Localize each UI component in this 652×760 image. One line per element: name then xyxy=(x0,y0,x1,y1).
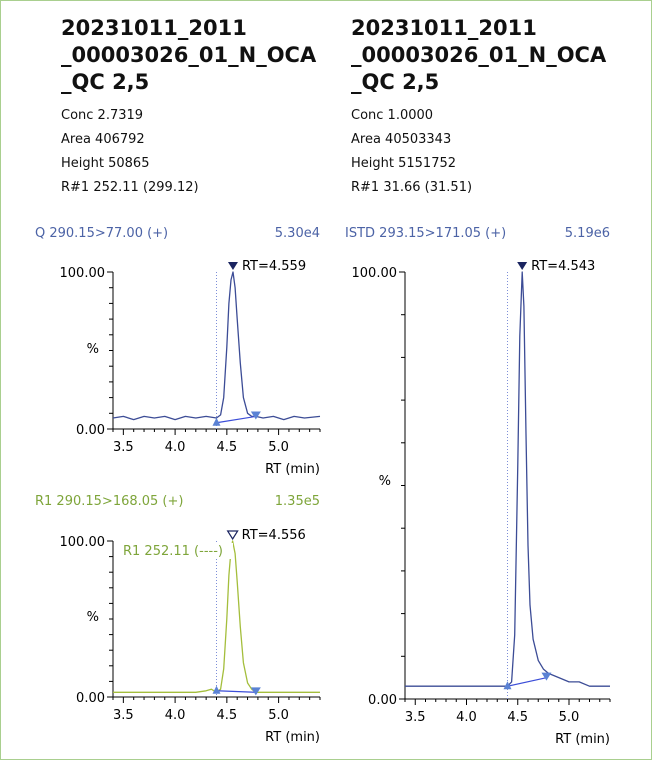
integration-baseline xyxy=(216,415,256,424)
x-tick-label: 4.5 xyxy=(217,708,238,723)
integration-baseline xyxy=(216,690,256,693)
sample-title: 20231011_2011 _00003026_01_N_OCA _QC 2,5 xyxy=(351,15,606,96)
sample-title-line: _00003026_01_N_OCA xyxy=(351,43,607,67)
x-tick-label: 3.5 xyxy=(113,708,134,723)
sample-title-line: 20231011_2011 xyxy=(351,16,537,40)
x-tick-label: 5.0 xyxy=(559,710,580,725)
y-tick-label: 0.00 xyxy=(76,423,105,438)
peak-rt-label: RT=4.556 xyxy=(242,528,306,543)
chromatogram-chart: ISTD 293.15>171.05 (+) 5.19e6 100.00 0.00% 3… xyxy=(345,226,611,747)
trace-line xyxy=(405,271,610,687)
conc-value: Conc 1.0000 xyxy=(351,108,434,123)
peak-rt-label: RT=4.543 xyxy=(531,259,595,274)
ratio-label: R1 252.11 (----) xyxy=(123,544,223,559)
peak-start-marker xyxy=(212,417,221,426)
intensity-label: 5.19e6 xyxy=(565,226,610,241)
x-tick-label: 4.5 xyxy=(507,710,528,725)
peak-end-marker xyxy=(250,687,261,696)
peak-end-marker xyxy=(250,411,261,420)
x-axis-label: RT (min) xyxy=(265,462,320,477)
ratio-value: R#1 252.11 (299.12) xyxy=(61,180,199,195)
trace-label: Q 290.15>77.00 (+) xyxy=(35,226,168,241)
sample-title: 20231011_2011 _00003026_01_N_OCA _QC 2,5 xyxy=(61,15,316,96)
intensity-label: 1.35e5 xyxy=(275,494,320,509)
trace-line xyxy=(113,540,320,693)
y-axis-label: % xyxy=(87,342,99,357)
peak-rt-label: RT=4.559 xyxy=(242,259,306,274)
peak-start-marker xyxy=(503,681,512,690)
conc-value: Conc 2.7319 xyxy=(61,108,144,123)
height-value: Height 50865 xyxy=(61,156,150,171)
x-tick-label: 3.5 xyxy=(113,440,134,455)
ratio-value: R#1 31.66 (31.51) xyxy=(351,180,473,195)
y-tick-label: 100.00 xyxy=(352,266,398,281)
area-value: Area 406792 xyxy=(61,132,145,147)
x-tick-label: 5.0 xyxy=(268,708,289,723)
height-value: Height 5151752 xyxy=(351,156,457,171)
peak-apex-marker xyxy=(226,530,239,541)
y-axis-label: % xyxy=(379,474,391,489)
trace-label: ISTD 293.15>171.05 (+) xyxy=(345,226,506,241)
intensity-label: 5.30e4 xyxy=(275,226,320,241)
sample-title-line: _QC 2,5 xyxy=(351,70,440,94)
x-tick-label: 4.5 xyxy=(217,440,238,455)
x-tick-label: 4.0 xyxy=(165,440,186,455)
sample-panel-right: 20231011_2011 _00003026_01_N_OCA _QC 2,5… xyxy=(351,15,606,200)
x-axis-label: RT (min) xyxy=(265,730,320,745)
y-axis-label: % xyxy=(87,610,99,625)
sample-title-line: 20231011_2011 xyxy=(61,16,247,40)
y-tick-label: 100.00 xyxy=(60,266,106,281)
sample-title-line: _00003026_01_N_OCA xyxy=(61,43,317,67)
peak-apex-marker xyxy=(517,262,528,270)
sample-panel-left: 20231011_2011 _00003026_01_N_OCA _QC 2,5… xyxy=(61,15,316,200)
x-tick-label: 5.0 xyxy=(268,440,289,455)
x-tick-label: 4.0 xyxy=(456,710,477,725)
peak-start-marker xyxy=(212,685,221,694)
integration-baseline xyxy=(507,677,547,687)
y-tick-label: 0.00 xyxy=(368,693,397,708)
chromatogram-chart: R1 290.15>168.05 (+) 1.35e5 100.00 0.00% 3.5… xyxy=(35,494,321,745)
sample-title-line: _QC 2,5 xyxy=(61,70,150,94)
y-tick-label: 100.00 xyxy=(60,535,106,550)
peak-apex-marker xyxy=(227,262,238,270)
area-value: Area 40503343 xyxy=(351,132,452,147)
x-tick-label: 4.0 xyxy=(165,708,186,723)
peak-end-marker xyxy=(541,672,552,681)
ratio-label-bg xyxy=(121,543,233,559)
trace-line xyxy=(112,271,321,421)
x-tick-label: 3.5 xyxy=(405,710,426,725)
x-axis-label: RT (min) xyxy=(555,732,610,747)
y-tick-label: 0.00 xyxy=(76,691,105,706)
trace-label: R1 290.15>168.05 (+) xyxy=(35,494,183,509)
chromatogram-chart: Q 290.15>77.00 (+) 5.30e4 100.00 0.00% 3.5 4.… xyxy=(35,226,321,477)
